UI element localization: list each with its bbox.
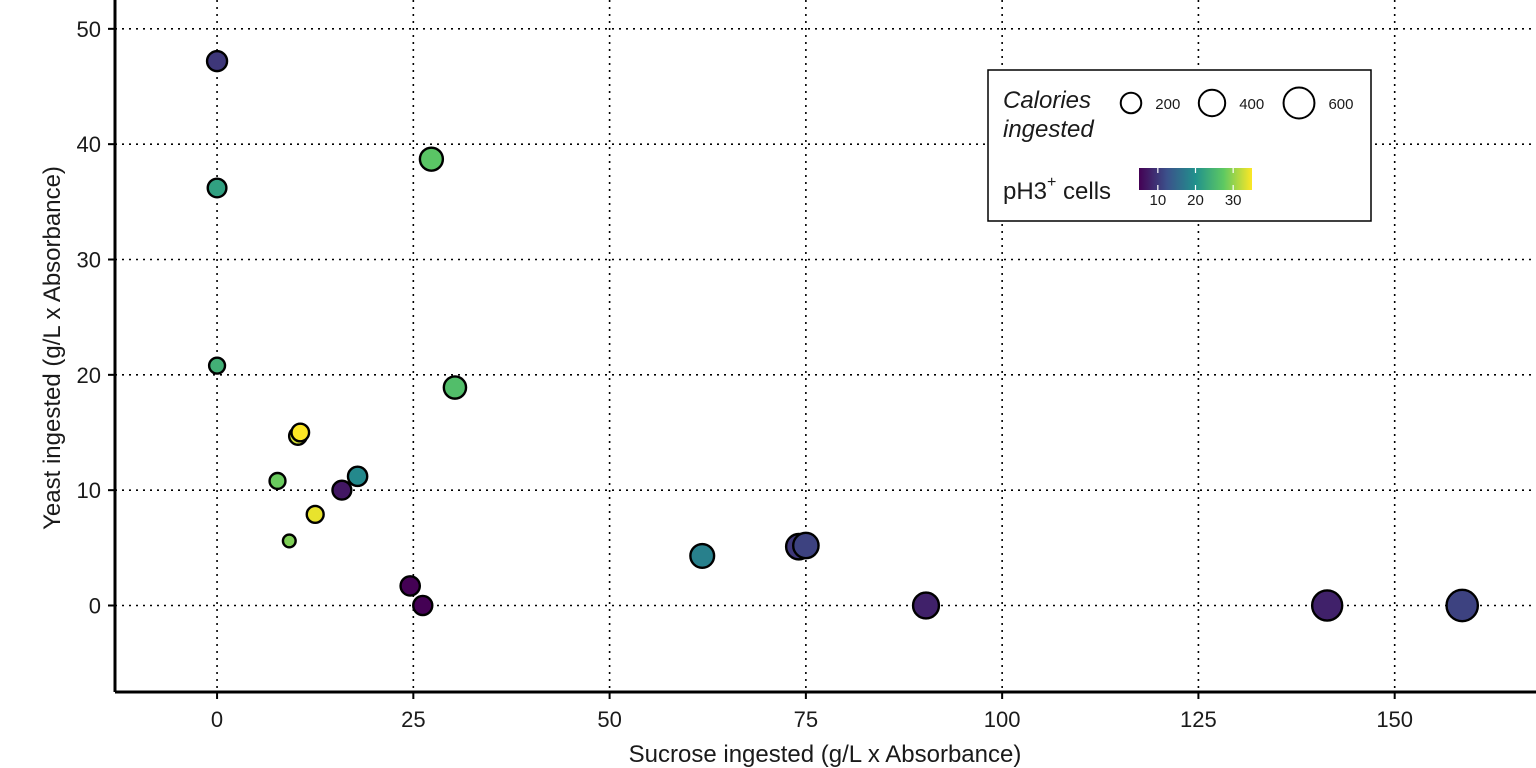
data-point <box>442 375 468 400</box>
data-point <box>418 146 445 172</box>
color-legend-title: pH3+ cells <box>1003 174 1111 205</box>
size-legend-title-line2: ingested <box>1003 116 1094 143</box>
x-tick-label: 125 <box>1180 707 1217 732</box>
legend: Calories ingested 200 400 600 pH3+ cells 1… <box>987 69 1372 222</box>
data-point <box>205 49 229 73</box>
size-legend-label: 200 <box>1155 96 1180 113</box>
data-point <box>305 504 325 525</box>
data-point <box>346 465 369 488</box>
data-point <box>689 542 716 569</box>
x-tick-label: 50 <box>597 707 621 732</box>
x-axis-title: Sucrose ingested (g/L x Absorbance) <box>629 741 1022 768</box>
data-point <box>1310 589 1344 622</box>
size-legend-key <box>1282 86 1316 120</box>
size-legend-key <box>1197 88 1227 118</box>
data-point <box>207 356 227 375</box>
x-tick-label: 75 <box>794 707 818 732</box>
axes: 0 25 50 75 100 125 150 0 10 20 30 40 50 <box>77 0 1536 732</box>
y-tick-label: 40 <box>77 132 101 157</box>
y-axis-title: Yeast ingested (g/L x Absorbance) <box>39 166 66 530</box>
data-point <box>1445 588 1480 623</box>
size-legend-label: 400 <box>1239 96 1264 113</box>
data-point <box>399 575 422 597</box>
colorbar-tick-label: 20 <box>1187 192 1204 209</box>
data-point <box>268 471 287 491</box>
data-point <box>331 479 353 501</box>
y-tick-label: 10 <box>77 478 101 503</box>
data-point <box>911 591 941 620</box>
data-point <box>290 422 311 443</box>
x-tick-label: 100 <box>984 707 1021 732</box>
data-point <box>791 531 820 560</box>
colorbar-ticks: 10 20 30 <box>1149 168 1242 209</box>
size-legend: 200 400 600 <box>1119 86 1353 120</box>
y-tick-label: 0 <box>89 594 101 619</box>
color-legend-title-rest: cells <box>1056 178 1111 205</box>
x-tick-label: 0 <box>211 707 223 732</box>
colorbar-tick-label: 10 <box>1149 192 1166 209</box>
color-legend-title-sup: + <box>1047 174 1056 191</box>
data-point <box>281 533 297 549</box>
data-point <box>412 594 434 617</box>
size-legend-key <box>1119 91 1143 115</box>
colorbar-tick-label: 30 <box>1225 192 1242 209</box>
size-legend-label: 600 <box>1328 96 1353 113</box>
data-points <box>205 49 1480 623</box>
x-tick-label: 150 <box>1376 707 1413 732</box>
color-legend-title-main: pH3 <box>1003 178 1047 205</box>
size-legend-title-line1: Calories <box>1003 87 1091 114</box>
x-tick-label: 25 <box>401 707 425 732</box>
y-tick-label: 30 <box>77 248 101 273</box>
data-point <box>206 177 228 199</box>
colorbar <box>1139 168 1252 190</box>
y-tick-label: 20 <box>77 363 101 388</box>
y-tick-label: 50 <box>77 17 101 42</box>
